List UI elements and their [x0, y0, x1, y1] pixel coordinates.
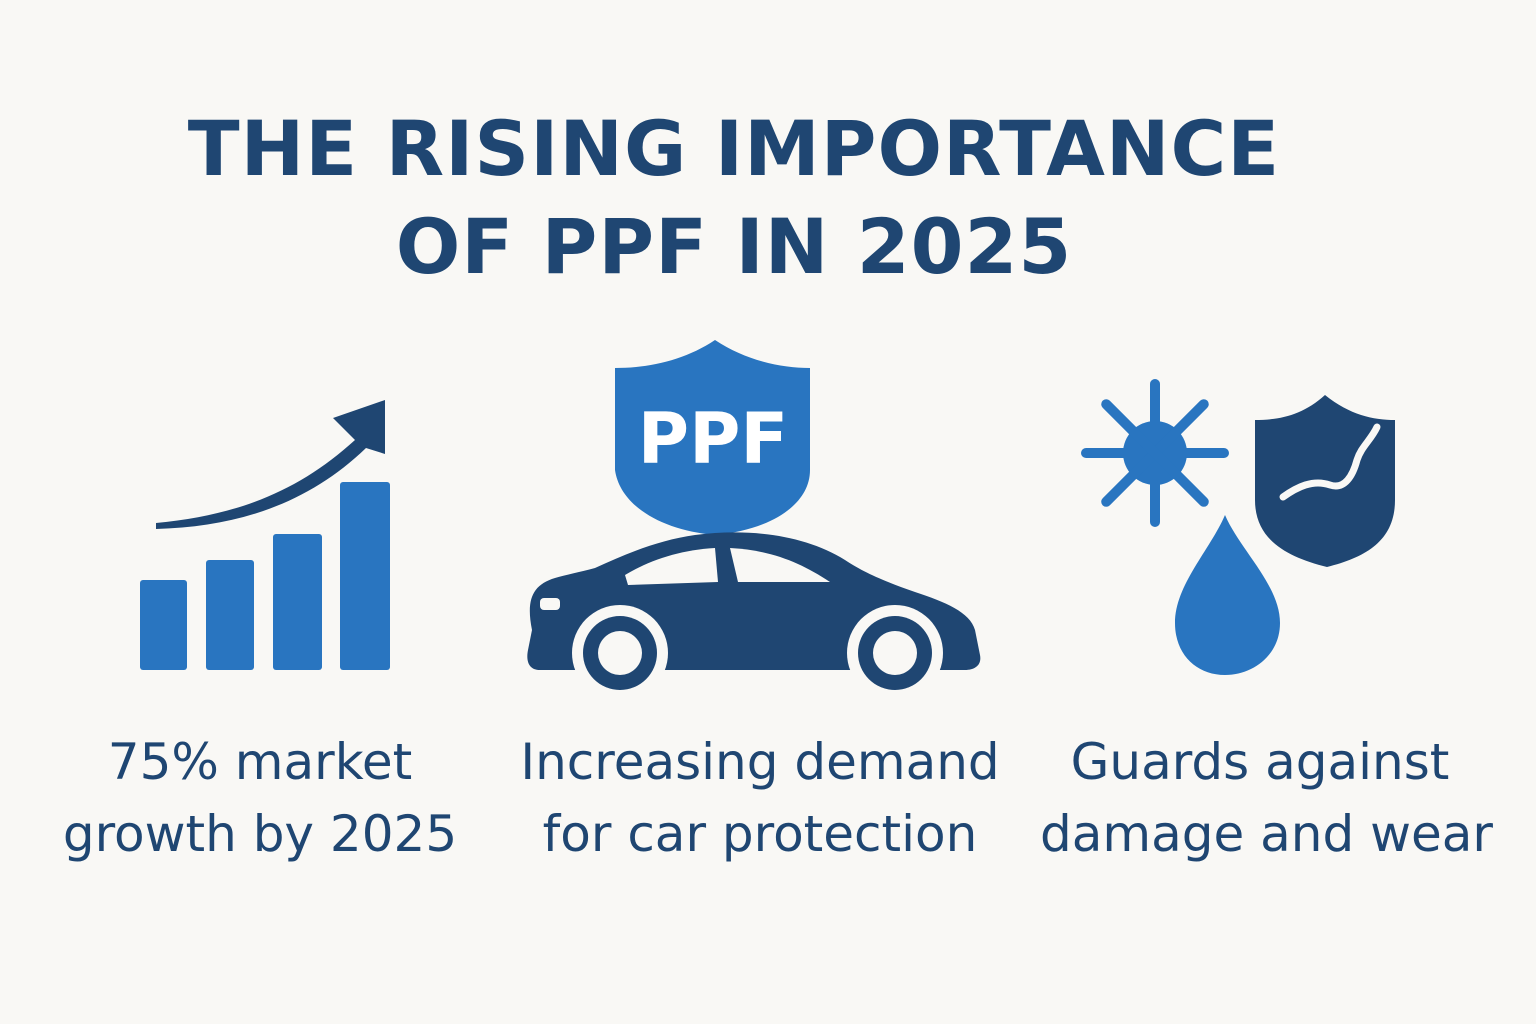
page-title: THE RISING IMPORTANCE OF PPF IN 2025	[0, 100, 1468, 296]
growth-bar-chart-icon	[140, 400, 390, 670]
caption-line-2: growth by 2025	[62, 805, 458, 863]
caption-line-2: damage and wear	[1040, 805, 1493, 863]
caption-line-1: Guards against	[1070, 733, 1450, 791]
caption-line-1: Increasing demand	[520, 733, 1000, 791]
car-window-rear	[730, 548, 830, 582]
sun-burst-icon	[1081, 379, 1229, 527]
caption-line-2: for car protection	[542, 805, 978, 863]
title-line-1: THE RISING IMPORTANCE	[187, 104, 1281, 193]
shield-crack-mark	[1279, 423, 1381, 501]
caption-line-1: 75% market	[107, 733, 413, 791]
bar-2	[206, 560, 254, 670]
bar-3	[273, 534, 322, 670]
bar-1	[140, 580, 187, 670]
title-line-2: OF PPF IN 2025	[395, 202, 1073, 291]
water-drop-icon	[1175, 515, 1280, 675]
car-headlight	[540, 598, 560, 610]
trend-arrow	[156, 400, 385, 529]
car-window-front	[625, 548, 718, 585]
caption-demand: Increasing demand for car protection	[500, 726, 1020, 870]
caption-market-growth: 75% market growth by 2025	[40, 726, 480, 870]
sun-drop-shield-icon	[1081, 379, 1395, 675]
ppf-badge-text: PPF	[638, 398, 788, 480]
caption-guards: Guards against damage and wear	[1040, 726, 1493, 870]
car-rear-hub	[873, 631, 917, 675]
ppf-shield	[615, 340, 810, 535]
car-front-hub	[598, 631, 642, 675]
bar-4	[340, 482, 390, 670]
car-with-ppf-shield-icon: PPF	[527, 340, 981, 700]
